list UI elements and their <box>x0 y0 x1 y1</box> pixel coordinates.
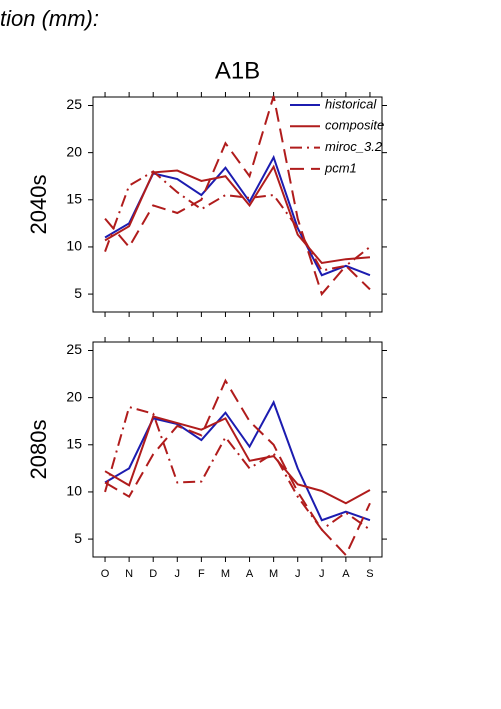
legend-label: historical <box>325 96 377 111</box>
y-tick-label: 10 <box>66 238 82 254</box>
y-tick-label: 25 <box>66 96 82 112</box>
y-tick-label: 25 <box>66 341 82 357</box>
series-line <box>104 405 371 532</box>
series-line <box>104 378 371 557</box>
x-tick-label: J <box>319 568 325 580</box>
chart-title: A1B <box>215 57 260 84</box>
x-tick-label: M <box>221 568 230 580</box>
legend-label: pcm1 <box>324 160 357 175</box>
y-tick-label: 15 <box>66 435 82 451</box>
legend-label: composite <box>325 118 384 133</box>
series-line <box>104 399 371 522</box>
y-tick-label: 5 <box>74 285 82 301</box>
legend-label: miroc_3.2 <box>325 139 383 154</box>
y-axis-label: 2040s <box>26 175 51 235</box>
series-line <box>104 95 371 297</box>
x-tick-label: F <box>198 568 205 580</box>
x-tick-label: N <box>125 568 133 580</box>
x-tick-label: D <box>149 568 157 580</box>
y-tick-label: 10 <box>66 483 82 499</box>
x-tick-label: A <box>342 568 350 580</box>
header: tion (mm): <box>0 6 99 31</box>
y-tick-label: 20 <box>66 388 82 404</box>
series-line <box>104 170 371 272</box>
y-tick-label: 5 <box>74 530 82 546</box>
x-tick-label: J <box>175 568 181 580</box>
x-tick-label: O <box>101 568 110 580</box>
y-tick-label: 20 <box>66 143 82 159</box>
series-line <box>104 415 371 505</box>
x-tick-label: A <box>246 568 254 580</box>
x-tick-label: J <box>295 568 301 580</box>
plot-frame <box>92 341 383 558</box>
series-line <box>104 164 371 265</box>
y-tick-label: 15 <box>66 190 82 206</box>
x-tick-label: M <box>269 568 278 580</box>
y-axis-label: 2080s <box>26 420 51 480</box>
plot-frame <box>92 96 383 313</box>
x-tick-label: S <box>366 568 373 580</box>
